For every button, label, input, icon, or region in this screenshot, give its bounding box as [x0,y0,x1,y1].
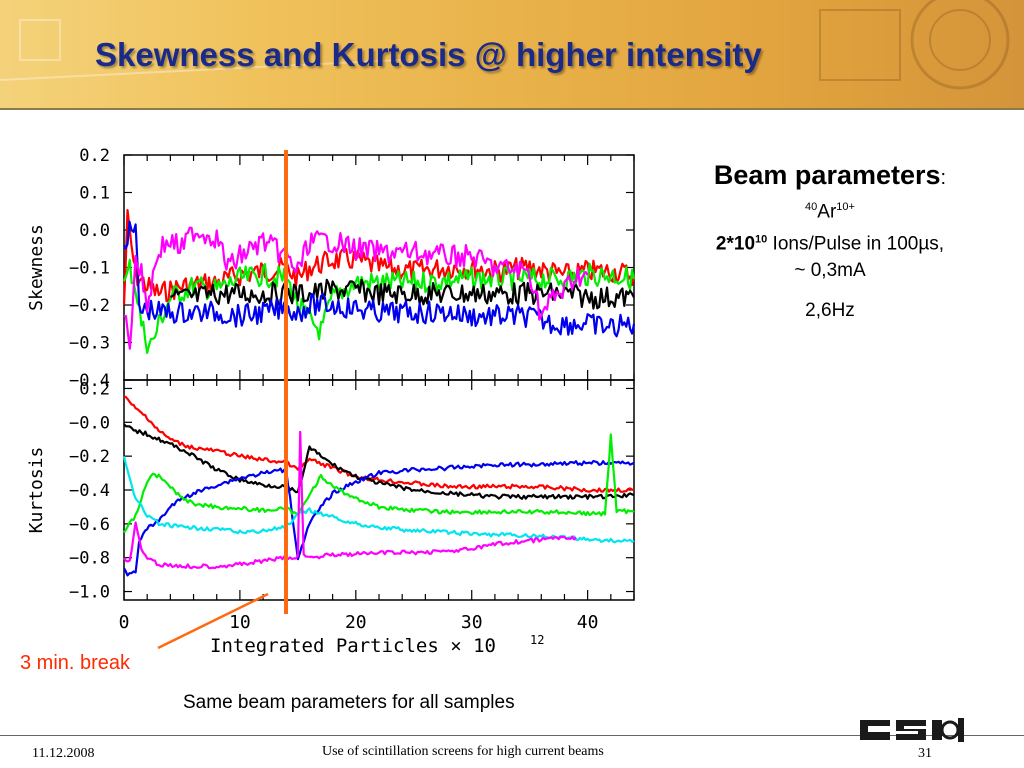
beam-frequency: 2,6Hz [805,299,855,321]
page-number: 31 [918,746,932,761]
y-tick-label: −0.0 [69,413,110,433]
y-tick-label: −0.8 [69,549,110,569]
series-line-2-6 [123,430,577,570]
x-tick-label: 30 [461,612,483,633]
beam-intensity: 2*1010 Ions/Pulse in 100µs, [715,233,945,255]
x-tick-label: 10 [229,612,251,633]
chart: 0.2 0.1 0.0 −0.1 −0.2 −0.3 −0.4 Skewness 0.2 −0.0… [26,146,636,657]
series-line-2-5 [122,455,635,544]
series-line-2-3 [123,459,635,577]
ion-species: 40Ar10+ [805,201,855,223]
x-tick-label: 0 [119,612,130,633]
y-tick-label: −0.2 [69,296,110,316]
y-tick-label: 0.0 [79,221,110,241]
series-line-1-5 [123,226,589,350]
beam-current: ~ 0,3mA [794,259,866,281]
break-label: 3 min. break [20,652,131,674]
y-axis-label: Skewness [26,224,47,311]
series-line-2-4 [123,433,635,534]
series-line-2-1 [123,395,635,493]
x-axis-label: Integrated Particles × 10 [210,635,496,657]
slide-title: Skewness and Kurtosis @ higher intensity [95,36,762,73]
y-axis-label: Kurtosis [26,447,47,534]
x-tick-label: 20 [345,612,367,633]
y-tick-label: −1.0 [69,583,110,603]
y-tick-label: −0.1 [69,259,110,279]
y-tick-label: −0.6 [69,515,110,535]
slide-caption: Same beam parameters for all samples [183,692,515,713]
y-tick-label: 0.1 [79,184,110,204]
y-tick-label: −0.4 [69,371,110,391]
series-line-1-3 [170,278,635,310]
y-tick-label: 0.2 [79,379,110,399]
series-line-1-4 [123,220,636,338]
title-rule [0,108,1024,110]
beam-parameters-heading: Beam parameters: [713,160,947,190]
y-tick-label: −0.2 [69,447,110,467]
series-line-1-2 [122,258,636,354]
footer-rule [0,735,1024,736]
x-tick-label: 40 [577,612,599,633]
break-arrow [157,592,269,650]
x-axis-label-exponent: 12 [530,633,544,647]
series-line-2-2 [123,423,635,500]
beam-parameters: Beam parameters: 40Ar10+ 2*1010 Ions/Pul… [640,160,1020,322]
footer-date: 11.12.2008 [32,746,95,761]
banner-decoration [0,0,1010,90]
title-banner: Skewness and Kurtosis @ higher intensity [0,0,1024,108]
y-tick-label: −0.3 [69,334,110,354]
y-tick-label: 0.2 [79,146,110,166]
y-tick-label: −0.4 [69,481,110,501]
footer-title: Use of scintillation screens for high cu… [322,744,604,759]
gsi-logo [860,718,964,742]
